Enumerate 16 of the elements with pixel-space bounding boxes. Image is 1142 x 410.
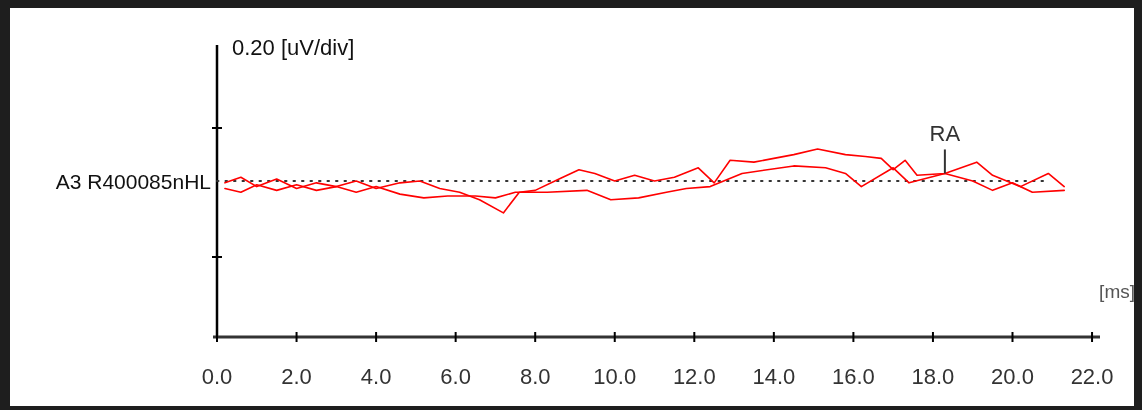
x-tick-label: 12.0 [672,364,716,389]
x-tick-label: 14.0 [752,364,796,389]
ref-line-label: A3 R400085nHL [55,169,211,193]
x-tick-label: 2.0 [281,364,312,389]
x-tick-label: 22.0 [1070,364,1114,389]
x-tick-label: 0.0 [201,364,233,389]
x-tick-label: 20.0 [991,364,1034,389]
x-tick-label: 8.0 [519,364,551,389]
x-axis-title: [ms] [1099,281,1135,302]
annotation: RA [929,121,961,147]
x-tick-label: 18.0 [911,364,955,389]
x-tick-label: 6.0 [440,364,471,389]
y-axis-title: 0.20 [uV/div] [232,35,355,60]
x-tick-label: 16.0 [831,364,875,389]
x-tick-label: 4.0 [360,364,392,389]
x-tick-label: 10.0 [593,364,637,389]
